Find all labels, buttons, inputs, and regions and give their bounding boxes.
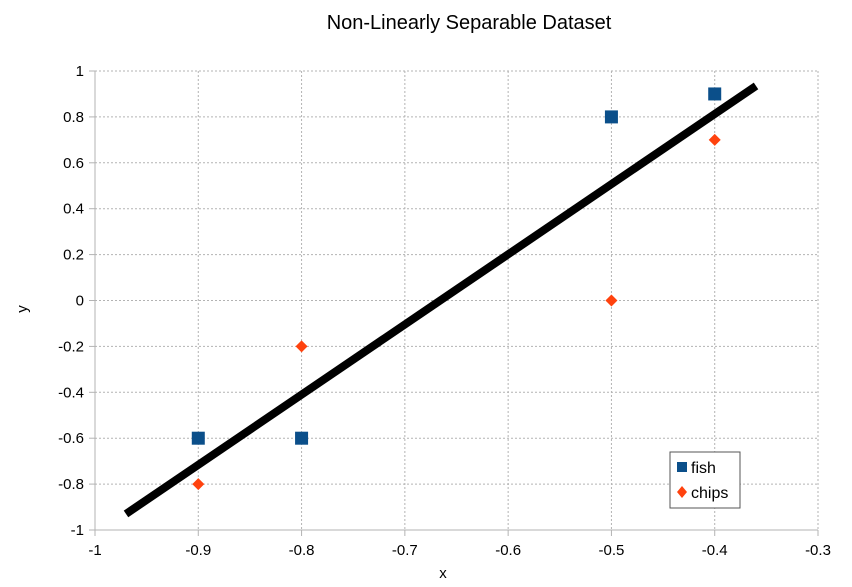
x-tick-label: -0.9 <box>185 542 211 559</box>
x-tick-label: -0.4 <box>702 542 728 559</box>
legend-chips-marker-icon <box>677 486 687 498</box>
x-axis-label: x <box>439 565 447 582</box>
y-axis-label: y <box>14 305 31 313</box>
legend-chips-label: chips <box>691 485 728 502</box>
decision-line-layer <box>123 82 759 518</box>
legend-fish-marker-icon <box>677 462 687 472</box>
decision-boundary-line <box>123 82 759 518</box>
y-tick-label: 0.2 <box>63 247 84 264</box>
point-chips <box>295 340 308 353</box>
point-fish <box>295 431 309 445</box>
point-chips <box>605 294 618 307</box>
legend-fish-label: fish <box>691 460 716 477</box>
y-tick-label: -0.8 <box>58 476 84 493</box>
y-tick-label: 1 <box>76 63 84 80</box>
axes: -1 -0.8 -0.6 -0.4 -0.2 0 0.2 0.4 0.6 0.8 1 -1 -0.9 -0… <box>58 63 831 559</box>
x-tick-label: -0.6 <box>495 542 521 559</box>
chart-title: Non-Linearly Separable Dataset <box>327 12 612 34</box>
data-points <box>191 87 722 491</box>
y-tick-label: -1 <box>71 522 84 539</box>
y-tick-label: 0.8 <box>63 109 84 126</box>
y-tick-label: -0.4 <box>58 384 84 401</box>
legend: fish chips <box>669 451 741 509</box>
x-tick-label: -0.8 <box>289 542 315 559</box>
point-fish <box>604 110 618 124</box>
y-tick-label: -0.2 <box>58 338 84 355</box>
y-tick-label: 0.4 <box>63 201 84 218</box>
y-tick-label: 0 <box>76 293 84 310</box>
x-tick-label: -0.7 <box>392 542 418 559</box>
x-tick-label: -0.3 <box>805 542 831 559</box>
legend-box <box>669 451 741 509</box>
y-tick-label: -0.6 <box>58 430 84 447</box>
point-chips <box>708 133 721 146</box>
point-fish <box>708 87 722 101</box>
x-tick-label: -0.5 <box>598 542 624 559</box>
x-tick-label: -1 <box>88 542 101 559</box>
y-tick-label: 0.6 <box>63 155 84 172</box>
point-chips <box>192 478 205 491</box>
point-fish <box>191 431 205 445</box>
